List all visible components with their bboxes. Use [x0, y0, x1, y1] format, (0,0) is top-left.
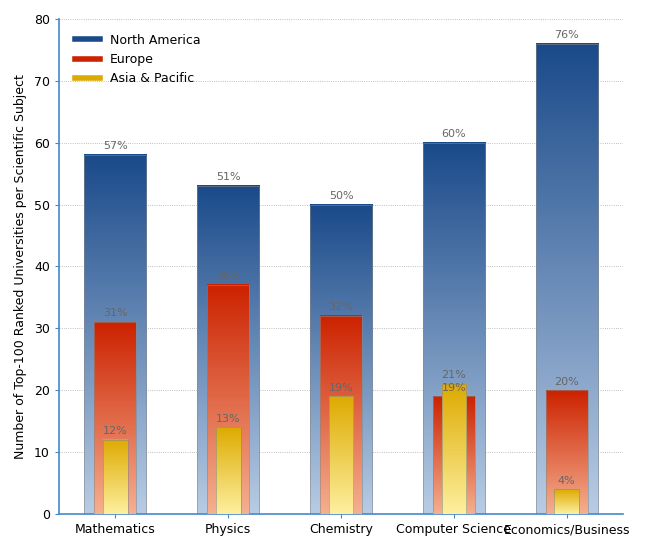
- Bar: [441, 384, 466, 514]
- Text: 20%: 20%: [554, 377, 579, 387]
- Text: 57%: 57%: [103, 141, 127, 151]
- Text: 21%: 21%: [441, 370, 466, 381]
- Text: 13%: 13%: [216, 414, 240, 424]
- Text: 50%: 50%: [329, 191, 354, 201]
- Bar: [84, 155, 146, 514]
- Bar: [94, 322, 136, 514]
- Legend: North America, Europe, Asia & Pacific: North America, Europe, Asia & Pacific: [71, 30, 204, 89]
- Text: 36%: 36%: [216, 271, 240, 282]
- Bar: [197, 186, 259, 514]
- Bar: [216, 427, 240, 514]
- Bar: [536, 43, 598, 514]
- Y-axis label: Number of Top-100 Ranked Universities per Scientific Subject: Number of Top-100 Ranked Universities pe…: [14, 74, 27, 459]
- Text: 32%: 32%: [329, 302, 354, 312]
- Bar: [310, 205, 372, 514]
- Bar: [433, 397, 474, 514]
- Text: 12%: 12%: [103, 426, 127, 436]
- Bar: [207, 285, 249, 514]
- Text: 60%: 60%: [441, 129, 466, 139]
- Text: 4%: 4%: [558, 476, 576, 486]
- Text: 51%: 51%: [216, 172, 240, 182]
- Bar: [103, 440, 127, 514]
- Bar: [423, 142, 485, 514]
- Text: 31%: 31%: [103, 309, 127, 318]
- Text: 76%: 76%: [554, 30, 579, 40]
- Bar: [554, 490, 579, 514]
- Text: 19%: 19%: [441, 383, 466, 393]
- Bar: [329, 397, 354, 514]
- Bar: [546, 390, 588, 514]
- Bar: [320, 316, 362, 514]
- Text: 19%: 19%: [329, 383, 354, 393]
